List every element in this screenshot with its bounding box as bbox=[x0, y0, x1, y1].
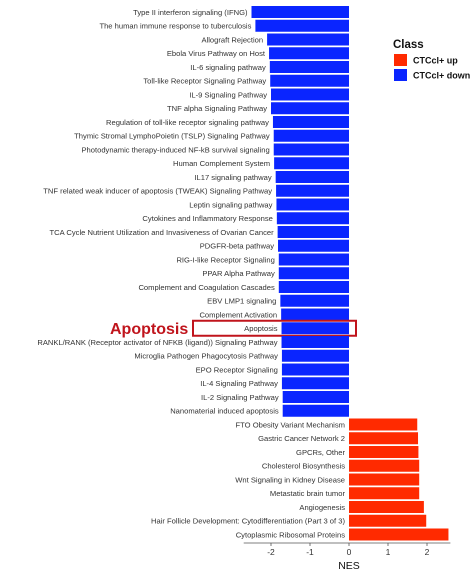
category-label-20: PPAR Alpha Pathway bbox=[202, 269, 275, 278]
category-label-14: TNF related weak inducer of apoptosis (T… bbox=[43, 187, 272, 196]
bar-38 bbox=[349, 514, 427, 527]
bar-33 bbox=[349, 446, 419, 458]
bar-6 bbox=[270, 74, 349, 87]
category-label-27: EPO Receptor Signaling bbox=[196, 365, 278, 374]
bar-5 bbox=[269, 61, 349, 73]
bar-20 bbox=[278, 267, 349, 280]
bar-19 bbox=[278, 253, 349, 266]
category-label-9: Regulation of toll-like receptor signali… bbox=[106, 118, 269, 127]
bar-8 bbox=[271, 102, 349, 115]
bar-27 bbox=[281, 363, 349, 376]
category-label-31: FTO Obesity Variant Mechanism bbox=[236, 420, 345, 429]
category-label-16: Cytokines and Inflammatory Response bbox=[142, 214, 272, 223]
category-label-2: The human immune response to tuberculosi… bbox=[99, 22, 251, 31]
legend-label-up: CTCcl+ up bbox=[413, 56, 458, 66]
bar-21 bbox=[278, 281, 349, 293]
bar-10 bbox=[273, 129, 349, 142]
category-label-23: Complement Activation bbox=[199, 310, 277, 319]
plot-area: Type II interferon signaling (IFNG) The h… bbox=[37, 6, 451, 557]
category-label-29: IL-2 Signaling Pathway bbox=[201, 393, 279, 402]
legend-swatch-up bbox=[394, 54, 407, 66]
category-label-21: Complement and Coagulation Cascades bbox=[138, 283, 275, 292]
bar-29 bbox=[282, 391, 349, 403]
category-label-34: Cholesterol Biosynthesis bbox=[262, 462, 345, 471]
bar-7 bbox=[271, 88, 349, 101]
apoptosis-highlight-box bbox=[192, 319, 357, 337]
legend: Class CTCcl+ up CTCcl+ down bbox=[393, 39, 470, 81]
x-tick-label-1: 1 bbox=[386, 547, 391, 557]
bar-18 bbox=[278, 239, 349, 252]
x-axis-label: NES bbox=[338, 560, 360, 572]
x-tick-label--2: -2 bbox=[267, 547, 275, 557]
category-label-12: Human Complement System bbox=[173, 159, 270, 168]
category-label-15: Leptin signaling pathway bbox=[189, 200, 272, 209]
category-label-19: RIG-I-like Receptor Signaling bbox=[176, 255, 274, 264]
category-label-39: Cytoplasmic Ribosomal Proteins bbox=[236, 530, 346, 539]
bar-36 bbox=[349, 487, 420, 500]
legend-label-down: CTCcl+ down bbox=[413, 71, 470, 81]
bar-24 bbox=[281, 322, 349, 335]
bar-1 bbox=[251, 6, 349, 18]
bar-34 bbox=[349, 459, 420, 472]
bar-17 bbox=[277, 226, 349, 238]
category-label-25: RANKL/RANK (Receptor activator of NFKB (… bbox=[37, 338, 277, 347]
category-label-8: TNF alpha Signaling Pathway bbox=[167, 104, 267, 113]
bar-15 bbox=[276, 198, 349, 211]
x-tick-label-0: 0 bbox=[347, 547, 352, 557]
category-label-7: IL-9 Signaling Pathway bbox=[189, 90, 267, 99]
bar-11 bbox=[273, 143, 349, 156]
category-label-5: IL-6 signaling pathway bbox=[190, 63, 266, 72]
bar-3 bbox=[267, 33, 349, 46]
category-label-1: Type II interferon signaling (IFNG) bbox=[133, 8, 248, 17]
category-label-3: Allograft Rejection bbox=[201, 35, 263, 44]
category-label-6: Toll-like Receptor Signaling Pathway bbox=[143, 77, 266, 86]
category-label-17: TCA Cycle Nutrient Utilization and Invas… bbox=[50, 228, 275, 237]
category-label-18: PDGFR-beta pathway bbox=[200, 242, 274, 251]
x-tick-label--1: -1 bbox=[306, 547, 314, 557]
bar-25 bbox=[281, 336, 349, 348]
category-label-4: Ebola Virus Pathway on Host bbox=[167, 49, 266, 58]
bar-23 bbox=[281, 308, 349, 321]
bar-32 bbox=[349, 432, 419, 445]
bar-30 bbox=[282, 404, 349, 417]
x-tick-label-2: 2 bbox=[425, 547, 430, 557]
legend-swatch-down bbox=[394, 69, 407, 81]
category-label-13: IL17 signaling pathway bbox=[194, 173, 271, 182]
category-label-33: GPCRs, Other bbox=[296, 448, 345, 457]
category-label-26: Microglia Pathogen Phagocytosis Pathway bbox=[134, 352, 278, 361]
category-label-32: Gastric Cancer Network 2 bbox=[258, 434, 345, 443]
bar-9 bbox=[272, 116, 349, 128]
bar-31 bbox=[349, 418, 418, 431]
bar-4 bbox=[269, 47, 349, 60]
category-label-11: Photodynamic therapy-induced NF-kB survi… bbox=[81, 145, 269, 154]
category-label-35: Wnt Signaling in Kidney Disease bbox=[235, 475, 345, 484]
legend-title: Class bbox=[393, 39, 424, 51]
bar-13 bbox=[275, 171, 349, 183]
category-label-38: Hair Follicle Development: Cytodifferent… bbox=[151, 517, 345, 526]
bar-35 bbox=[349, 473, 420, 486]
category-label-28: IL-4 Signaling Pathway bbox=[200, 379, 278, 388]
bar-22 bbox=[280, 294, 349, 307]
category-label-24: Apoptosis bbox=[244, 324, 278, 333]
category-label-37: Angiogenesis bbox=[299, 503, 345, 512]
category-label-10: Thymic Stromal LymphoPoietin (TSLP) Sign… bbox=[74, 132, 270, 141]
bar-2 bbox=[255, 19, 349, 32]
apoptosis-annotation: Apoptosis bbox=[110, 321, 188, 338]
bar-16 bbox=[276, 212, 349, 225]
bar-14 bbox=[276, 184, 349, 197]
category-label-22: EBV LMP1 signaling bbox=[207, 297, 276, 306]
bar-37 bbox=[349, 501, 424, 513]
bar-26 bbox=[281, 349, 349, 362]
bar-39 bbox=[349, 528, 449, 541]
category-label-36: Metastatic brain tumor bbox=[270, 489, 346, 498]
bar-12 bbox=[274, 157, 349, 170]
bar-28 bbox=[281, 377, 349, 390]
category-label-30: Nanomaterial induced apoptosis bbox=[170, 407, 279, 416]
